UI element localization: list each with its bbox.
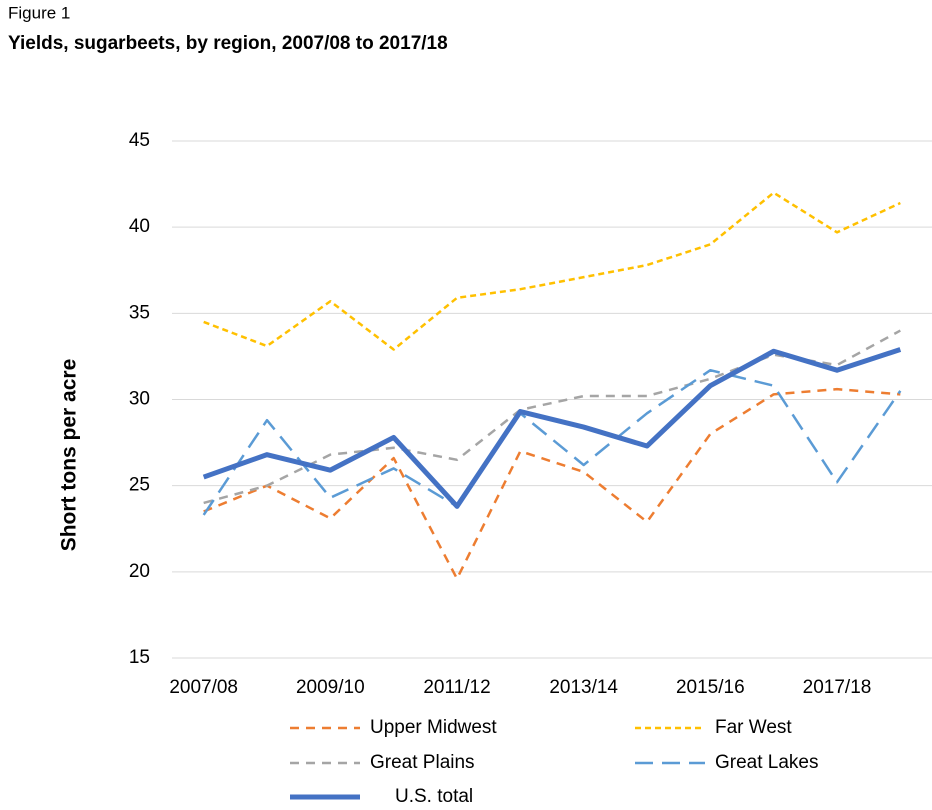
legend-label: Great Plains — [370, 752, 475, 773]
chart-title: Yields, sugarbeets, by region, 2007/08 t… — [8, 33, 448, 54]
y-tick-label: 15 — [129, 647, 150, 668]
legend-label: U.S. total — [395, 786, 473, 807]
x-tick-label: 2011/12 — [423, 677, 490, 698]
series-line — [202, 347, 902, 509]
legend-label: Upper Midwest — [370, 717, 497, 738]
series-line — [202, 368, 902, 516]
x-tick-label: 2009/10 — [296, 677, 365, 698]
y-axis-label: Short tons per acre — [58, 359, 81, 552]
x-tick-label: 2007/08 — [169, 677, 238, 698]
y-tick-label: 40 — [129, 216, 150, 237]
y-tick-label: 25 — [129, 475, 150, 496]
series-line — [203, 191, 901, 351]
legend-label: Far West — [715, 717, 792, 738]
y-tick-label: 35 — [129, 302, 150, 323]
x-tick-label: 2013/14 — [549, 677, 618, 698]
figure-label: Figure 1 — [8, 3, 70, 22]
y-tick-label: 45 — [129, 130, 150, 151]
x-tick-label: 2017/18 — [803, 677, 872, 698]
y-tick-label: 20 — [129, 561, 150, 582]
y-tick-label: 30 — [129, 389, 150, 410]
x-tick-label: 2015/16 — [676, 677, 745, 698]
legend-label: Great Lakes — [715, 752, 819, 773]
